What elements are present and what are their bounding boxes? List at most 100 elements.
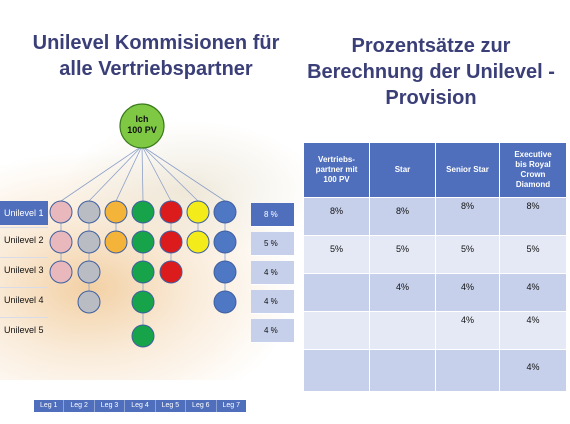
table-cell: 8% xyxy=(499,197,567,236)
table-cell: 4% xyxy=(499,311,567,350)
table-cell xyxy=(303,311,370,350)
connector-line-leg-1 xyxy=(60,145,143,202)
header-line: Senior Star xyxy=(446,165,489,174)
root-node-circle xyxy=(119,103,165,149)
table-cell: 5% xyxy=(369,235,436,274)
title-right-line2: Berechnung der Unilevel - xyxy=(307,61,555,83)
partner-node-leg-7-level-1 xyxy=(213,200,237,224)
table-cell: 8% xyxy=(369,197,436,236)
partner-node-leg-6-level-2 xyxy=(186,230,210,254)
leg-label-1: Leg 1 xyxy=(34,400,65,412)
partner-node-leg-6-level-1 xyxy=(186,200,210,224)
table-cell: 5% xyxy=(499,235,567,274)
partner-node-leg-5-level-3 xyxy=(159,260,183,284)
partner-node-leg-7-level-2 xyxy=(213,230,237,254)
leg-label-6: Leg 6 xyxy=(186,400,217,412)
table-cell: 5% xyxy=(435,235,500,274)
header-line: Executive xyxy=(514,150,552,159)
connector-line-leg-4 xyxy=(141,145,144,202)
title-left-line1: Unilevel Kommisionen für xyxy=(32,32,280,54)
table-cell: 4% xyxy=(435,273,500,312)
table-cell: 8% xyxy=(303,197,370,236)
table-header-row: Vertriebs- partner mit 100 PV Star Senio… xyxy=(303,142,567,198)
partner-node-leg-2-level-1 xyxy=(77,200,101,224)
partner-node-leg-3-level-2 xyxy=(104,230,128,254)
title-right-line3: Provision xyxy=(385,87,477,109)
leg-label-5: Leg 5 xyxy=(156,400,187,412)
level-label-1: Unilevel 1 xyxy=(0,201,48,225)
table-cell xyxy=(369,349,436,392)
partner-node-leg-5-level-1 xyxy=(159,200,183,224)
root-node-label-line2: 100 PV xyxy=(127,125,157,135)
root-node: Ich 100 PV xyxy=(119,103,165,149)
level-percent-4: 4 % xyxy=(251,290,294,314)
partner-node-leg-7-level-3 xyxy=(213,260,237,284)
header-line: Crown xyxy=(520,170,546,179)
partner-node-leg-2-level-4 xyxy=(77,290,101,314)
level-label-3: Unilevel 3 xyxy=(0,257,48,281)
partner-node-leg-2-level-2 xyxy=(77,230,101,254)
partner-node-leg-7-level-4 xyxy=(213,290,237,314)
level-label-4: Unilevel 4 xyxy=(0,287,48,311)
table-cell: 5% xyxy=(303,235,370,274)
table-cell xyxy=(303,349,370,392)
level-percent-2: 5 % xyxy=(251,232,294,256)
table-row: 4% 4% xyxy=(303,311,567,350)
table-row: 8% 8% 8% 8% xyxy=(303,197,567,236)
level-label-2: Unilevel 2 xyxy=(0,227,48,251)
root-node-label-line1: Ich xyxy=(135,114,148,124)
partner-node-leg-1-level-1 xyxy=(49,200,73,224)
partner-node-leg-1-level-3 xyxy=(49,260,73,284)
table-cell xyxy=(303,273,370,312)
table-cell: 4% xyxy=(435,311,500,350)
connector-line-leg-3 xyxy=(115,145,143,202)
leg-label-2: Leg 2 xyxy=(64,400,95,412)
partner-node-leg-1-level-2 xyxy=(49,230,73,254)
header-line: bis Royal xyxy=(515,160,551,169)
header-line: Diamond xyxy=(515,180,551,189)
title-left: Unilevel Kommisionen für alle Vertriebsp… xyxy=(22,30,290,82)
level-percent-3: 4 % xyxy=(251,261,294,285)
leg-label-7: Leg 7 xyxy=(222,402,240,409)
table-cell xyxy=(369,311,436,350)
table-cell: 4% xyxy=(499,349,567,392)
level-percent-5: 4 % xyxy=(251,319,294,343)
header-vertriebspartner: Vertriebs- partner mit 100 PV xyxy=(303,142,370,198)
partner-node-leg-3-level-1 xyxy=(104,200,128,224)
header-senior-star: Senior Star xyxy=(435,142,500,198)
partner-node-leg-4-level-1 xyxy=(131,200,155,224)
title-right-line1: Prozentsätze zur xyxy=(351,35,511,57)
table-row: 4% xyxy=(303,349,567,392)
table-cell: 4% xyxy=(499,273,567,312)
leg-label-3: Leg 3 xyxy=(95,400,126,412)
header-line: Star xyxy=(394,165,411,174)
header-line: 100 PV xyxy=(323,175,350,184)
connector-line-leg-2 xyxy=(88,145,143,202)
table-cell: 8% xyxy=(435,197,500,236)
title-right: Prozentsätze zur Berechnung der Unilevel… xyxy=(300,33,562,111)
partner-node-leg-4-level-4 xyxy=(131,290,155,314)
header-executive: Executive bis Royal Crown Diamond xyxy=(499,142,567,198)
leg-label-4: Leg 4 xyxy=(125,400,156,412)
partner-node-leg-4-level-3 xyxy=(131,260,155,284)
partner-node-leg-5-level-2 xyxy=(159,230,183,254)
level-label-5: Unilevel 5 xyxy=(0,317,48,341)
connector-line-leg-6 xyxy=(141,145,199,202)
table-cell: 4% xyxy=(369,273,436,312)
commission-rates-table: Vertriebs- partner mit 100 PV Star Senio… xyxy=(303,142,567,392)
header-star: Star xyxy=(369,142,436,198)
connector-line-leg-5 xyxy=(141,145,172,202)
table-row: 5% 5% 5% 5% xyxy=(303,235,567,274)
table-cell xyxy=(435,349,500,392)
header-line: Vertriebs- xyxy=(318,155,355,164)
connector-line-leg-7 xyxy=(141,145,226,202)
tree-connector-lines xyxy=(60,145,226,325)
partner-node-leg-4-level-5 xyxy=(131,324,155,348)
partner-node-leg-2-level-3 xyxy=(77,260,101,284)
level-percent-1: 8 % xyxy=(251,203,294,227)
partner-node-leg-4-level-2 xyxy=(131,230,155,254)
table-row: 4% 4% 4% xyxy=(303,273,567,312)
header-line: partner mit xyxy=(315,165,358,174)
tree-nodes xyxy=(49,200,237,348)
